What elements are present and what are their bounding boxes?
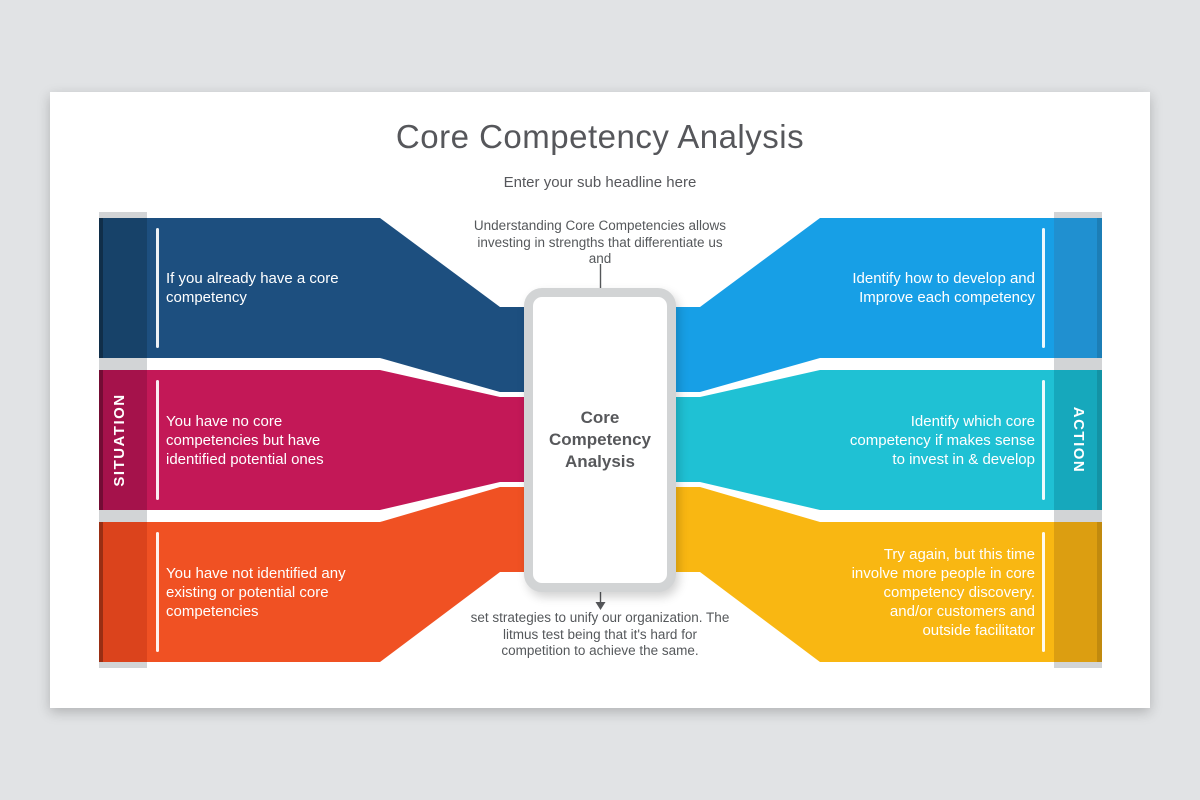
situation-row-3-accent-line (156, 532, 159, 652)
action-row-1-edge (1097, 218, 1102, 358)
action-row-3-strip (1054, 522, 1102, 662)
situation-row-3-text: You have not identified any existing or … (166, 564, 346, 620)
slide-subtitle: Enter your sub headline here (503, 174, 697, 191)
action-row-1-strip (1054, 218, 1102, 358)
action-row-2-shape (664, 370, 1102, 510)
situation-row-2-edge (99, 370, 103, 510)
top-note-text: Understanding Core Competencies allows i… (473, 218, 727, 266)
situation-row-1: If you already have a core competency (166, 218, 381, 358)
action-vertical-label: ACTION (1070, 406, 1087, 474)
action-row-1-text: Identify how to develop and Improve each… (852, 270, 1035, 306)
situation-row-2-shape (99, 370, 536, 510)
action-row-3-shape (664, 487, 1102, 662)
situation-row-1-text: If you already have a core competency (166, 270, 339, 306)
diagram-shapes (99, 212, 1102, 668)
action-row-2-text: Identify which core competency if makes … (849, 412, 1035, 468)
situation-row-3-shape (99, 487, 536, 662)
action-row-3-text: Try again, but this time involve more pe… (851, 545, 1035, 639)
action-row-1-shape (664, 218, 1102, 392)
slide: Core Competency Analysis Enter your sub … (50, 92, 1150, 708)
action-row-2: Identify which core competency if makes … (795, 370, 1035, 510)
situation-row-1-strip (99, 218, 147, 358)
situation-vertical-label: SITUATION (111, 393, 128, 487)
slide-title: Core Competency Analysis (395, 118, 805, 155)
action-row-1: Identify how to develop and Improve each… (795, 218, 1035, 358)
center-box: Core Competency Analysis (524, 288, 676, 592)
situation-row-2-strip (99, 370, 147, 510)
action-row-3-edge (1097, 522, 1102, 662)
situation-row-1-edge (99, 218, 103, 358)
situation-row-1-accent-line (156, 228, 159, 348)
action-row-2-strip (1054, 370, 1102, 510)
situation-row-3-strip (99, 522, 147, 662)
down-arrow-icon (595, 602, 606, 610)
center-box-label: Core Competency Analysis (548, 408, 652, 471)
action-row-2-accent-line (1042, 380, 1045, 500)
situation-row-2-accent-line (156, 380, 159, 500)
situation-row-1-shape (99, 218, 536, 392)
situation-row-3-edge (99, 522, 103, 662)
action-row-3-accent-line (1042, 532, 1045, 652)
situation-row-3: You have not identified any existing or … (166, 522, 381, 662)
action-row-1-accent-line (1042, 228, 1045, 348)
situation-row-2-text: You have no core competencies but have i… (166, 412, 324, 468)
action-row-3: Try again, but this time involve more pe… (795, 522, 1035, 662)
action-row-2-edge (1097, 370, 1102, 510)
situation-row-2: You have no core competencies but have i… (166, 370, 381, 510)
bottom-note-text: set strategies to unify our organization… (470, 610, 730, 658)
